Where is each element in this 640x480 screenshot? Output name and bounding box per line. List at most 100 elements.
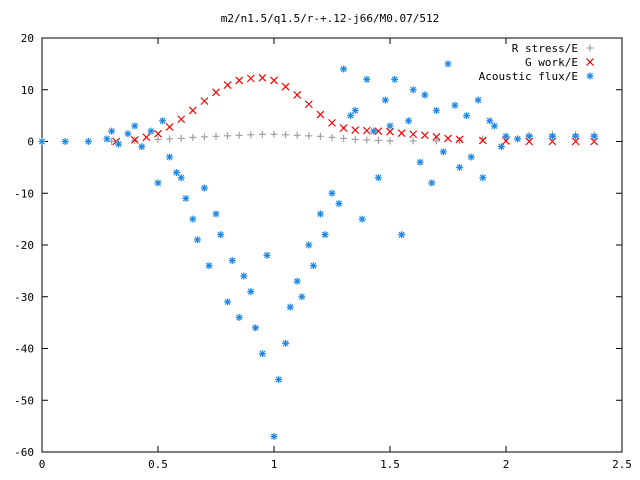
legend-label-acoustic-flux: Acoustic flux/E: [479, 70, 578, 83]
acoustic-flux-point: [138, 143, 146, 151]
acoustic-flux-point: [335, 200, 343, 208]
legend-g-work-icon: [586, 58, 594, 66]
acoustic-flux-point: [370, 127, 378, 135]
acoustic-flux-point: [286, 303, 294, 311]
acoustic-flux-point: [108, 127, 116, 135]
acoustic-flux-point: [514, 135, 522, 143]
r-stress-point: [409, 137, 417, 145]
acoustic-flux-point: [321, 231, 329, 239]
g-work-point: [432, 132, 441, 141]
acoustic-flux-point: [103, 135, 111, 143]
g-work-point: [235, 76, 244, 85]
y-tick-label: -50: [14, 394, 34, 407]
legend-acoustic-flux-icon: [586, 72, 594, 80]
acoustic-flux-point: [61, 138, 69, 145]
acoustic-flux-point: [497, 143, 505, 151]
acoustic-flux-point: [340, 65, 348, 73]
g-work-point: [409, 130, 418, 139]
acoustic-flux-point: [166, 153, 174, 161]
x-tick-label: 0: [39, 458, 46, 471]
acoustic-flux-point: [258, 350, 266, 358]
r-stress-point: [386, 137, 394, 145]
g-work-point: [293, 91, 302, 99]
g-work-point: [444, 134, 452, 143]
acoustic-flux-point: [205, 262, 213, 270]
acoustic-flux-point: [548, 132, 556, 140]
y-tick-label: -10: [14, 187, 34, 200]
acoustic-flux-point: [463, 112, 471, 120]
acoustic-flux-point: [428, 179, 436, 187]
legend-label-g-work: G work/E: [525, 56, 578, 69]
g-work-point: [246, 74, 255, 83]
y-tick-label: -30: [14, 291, 34, 304]
g-work-point: [362, 126, 371, 135]
acoustic-flux-point: [124, 130, 132, 138]
r-stress-point: [374, 136, 382, 144]
r-stress-point: [340, 134, 348, 142]
g-work-point: [328, 118, 336, 127]
x-tick-label: 2: [503, 458, 510, 471]
acoustic-flux-point: [525, 132, 533, 140]
acoustic-flux-point: [409, 86, 417, 94]
g-work-point: [154, 129, 162, 138]
y-tick-label: 10: [21, 84, 34, 97]
g-work-point: [455, 135, 464, 144]
r-stress-point: [258, 130, 266, 138]
r-stress-point: [456, 136, 464, 144]
g-work-point: [200, 97, 209, 106]
r-stress-point: [282, 131, 290, 139]
acoustic-flux-point: [228, 257, 236, 265]
g-work-point: [177, 115, 186, 124]
g-work-point: [351, 126, 360, 135]
g-work-point: [188, 106, 197, 115]
acoustic-flux-point: [270, 432, 278, 440]
g-work-point: [223, 81, 232, 90]
acoustic-flux-point: [502, 132, 510, 140]
legend-r-stress-icon: [586, 44, 594, 52]
g-work-point: [304, 100, 313, 109]
r-stress-point: [177, 134, 185, 142]
acoustic-flux-point: [263, 251, 271, 259]
acoustic-flux-point: [189, 215, 197, 223]
acoustic-flux-point: [467, 153, 475, 161]
acoustic-flux-point: [486, 117, 494, 125]
g-work-point: [165, 123, 174, 131]
g-work-point: [270, 76, 278, 85]
axis-ticks: [41, 37, 623, 453]
acoustic-flux-point: [38, 138, 46, 145]
acoustic-flux-point: [173, 169, 181, 177]
y-tick-label: -40: [14, 343, 34, 356]
g-work-point: [130, 136, 139, 144]
y-tick-label: 20: [21, 32, 34, 45]
x-tick-label: 0.5: [148, 458, 168, 471]
acoustic-flux-point: [115, 140, 123, 148]
legend-label-r-stress: R stress/E: [512, 42, 578, 55]
acoustic-flux-point: [147, 127, 155, 135]
g-work-point: [420, 131, 429, 140]
acoustic-flux-point: [217, 231, 225, 239]
acoustic-flux-point: [193, 236, 201, 244]
acoustic-flux-point: [363, 75, 371, 83]
acoustic-flux-point: [247, 288, 255, 296]
acoustic-flux-point: [351, 106, 359, 114]
y-tick-label: -20: [14, 239, 34, 252]
acoustic-flux-point: [224, 298, 232, 306]
r-stress-point: [293, 131, 301, 139]
acoustic-flux-point: [316, 210, 324, 218]
acoustic-flux-point: [432, 106, 440, 114]
legend-marker-acoustic-flux: [586, 72, 594, 80]
acoustic-flux-point: [293, 277, 301, 285]
series-r-stress: [108, 130, 598, 145]
x-tick-label: 2.5: [612, 458, 632, 471]
acoustic-flux-point: [328, 189, 336, 197]
r-stress-point: [432, 137, 440, 145]
chart-title: m2/n1.5/q1.5/r-+.12-j66/M0.07/512: [221, 12, 440, 25]
series-g-work: [112, 73, 599, 146]
r-stress-point: [351, 135, 359, 143]
acoustic-flux-point: [235, 313, 243, 321]
g-work-point: [339, 124, 348, 132]
acoustic-flux-point: [386, 122, 394, 130]
g-work-point: [478, 136, 487, 145]
acoustic-flux-point: [84, 138, 92, 145]
